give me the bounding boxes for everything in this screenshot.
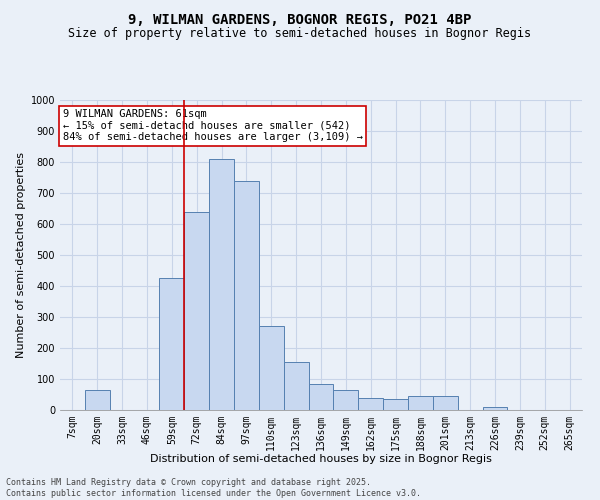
Bar (308, 384, 334, 410)
Text: 9 WILMAN GARDENS: 61sqm
← 15% of semi-detachd houses are smaller (542)
84% of se: 9 WILMAN GARDENS: 61sqm ← 15% of semi-de… (62, 110, 362, 142)
Bar (209, 159, 234, 410)
Bar (259, 326, 284, 410)
Bar (184, 212, 209, 410)
Text: Contains HM Land Registry data © Crown copyright and database right 2025.
Contai: Contains HM Land Registry data © Crown c… (6, 478, 421, 498)
Bar (334, 390, 358, 410)
Text: Size of property relative to semi-detached houses in Bognor Regis: Size of property relative to semi-detach… (68, 28, 532, 40)
Bar (234, 180, 259, 410)
Text: 9, WILMAN GARDENS, BOGNOR REGIS, PO21 4BP: 9, WILMAN GARDENS, BOGNOR REGIS, PO21 4B… (128, 12, 472, 26)
Bar (160, 278, 184, 410)
Bar (358, 398, 383, 410)
Bar (383, 399, 408, 410)
Bar (482, 407, 508, 410)
Bar (284, 362, 308, 410)
Bar (408, 396, 433, 410)
Bar (433, 396, 458, 410)
Bar (85, 390, 110, 410)
X-axis label: Distribution of semi-detached houses by size in Bognor Regis: Distribution of semi-detached houses by … (150, 454, 492, 464)
Y-axis label: Number of semi-detached properties: Number of semi-detached properties (16, 152, 26, 358)
